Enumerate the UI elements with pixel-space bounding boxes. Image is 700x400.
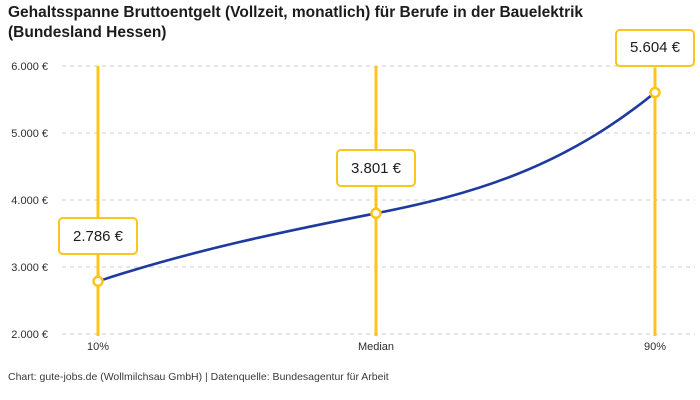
data-point-marker-90 [649, 86, 661, 99]
y-axis-tick-label: 5.000 € [11, 128, 48, 140]
chart-title: Gehaltsspanne Bruttoentgelt (Vollzeit, m… [8, 4, 584, 41]
data-point-marker-median [370, 207, 382, 220]
x-axis-label-90: 90% [643, 341, 667, 353]
value-label-box-10: 2.786 € [57, 217, 139, 256]
y-axis-tick-label: 4.000 € [11, 195, 48, 207]
y-axis-tick-label: 6.000 € [11, 61, 48, 73]
x-axis-label-median: Median [357, 341, 395, 353]
data-point-marker-10 [92, 275, 104, 288]
x-axis-label-10: 10% [86, 341, 110, 353]
value-label-box-median: 3.801 € [335, 149, 417, 188]
y-axis-tick-label: 3.000 € [11, 262, 48, 274]
chart-footer: Chart: gute-jobs.de (Wollmilchsau GmbH) … [8, 371, 389, 383]
value-label-box-90: 5.604 € [614, 28, 696, 67]
y-axis-tick-label: 2.000 € [11, 329, 48, 341]
